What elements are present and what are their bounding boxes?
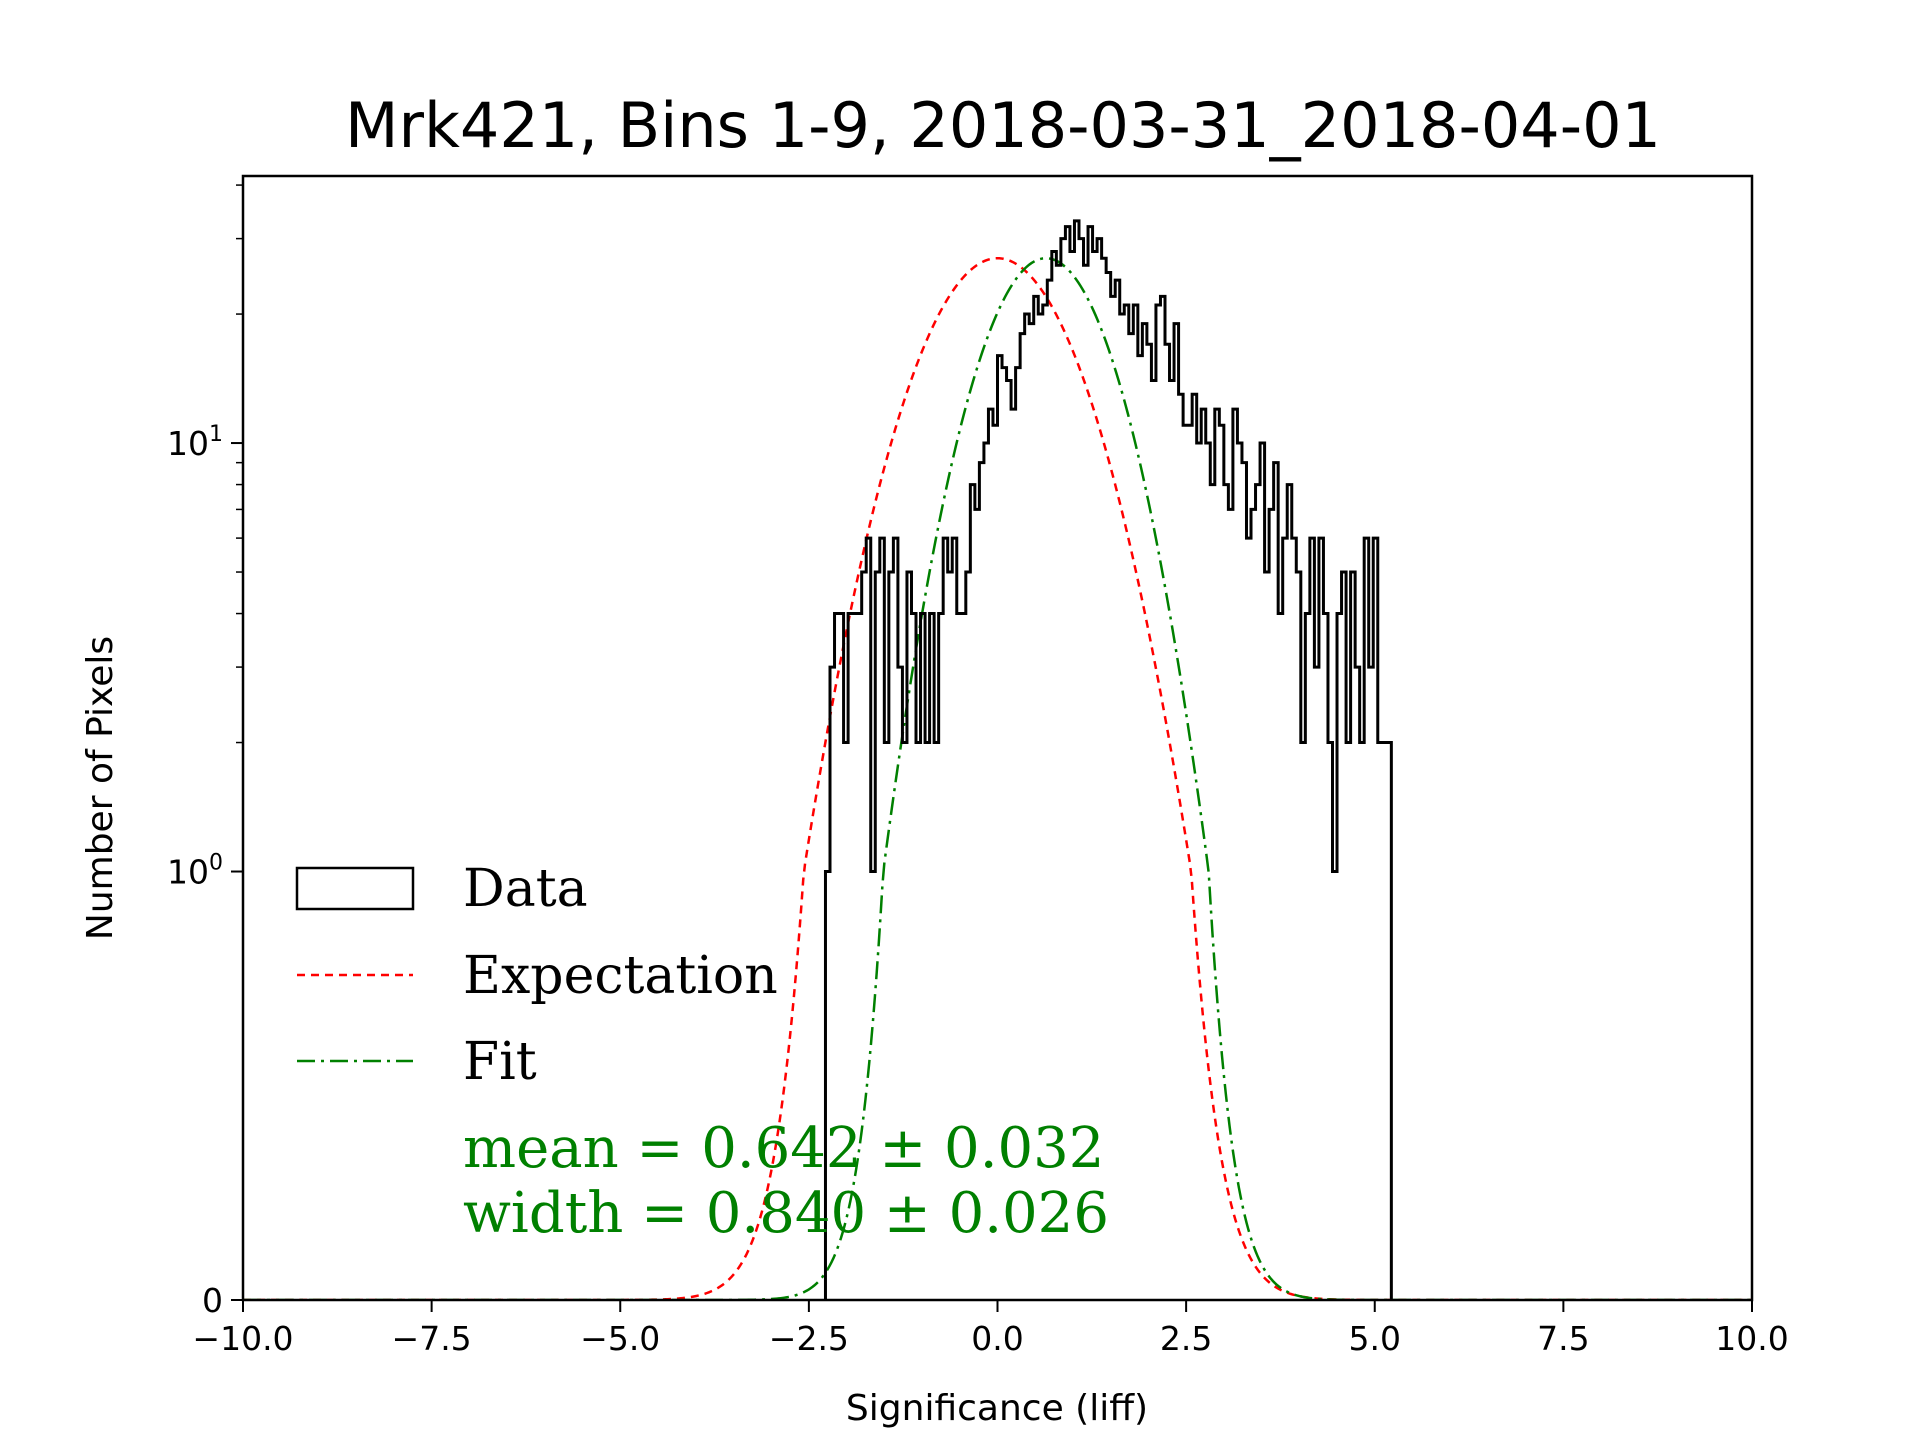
x-tick-label: 5.0 (1349, 1319, 1401, 1358)
x-tick-label: 2.5 (1160, 1319, 1212, 1358)
y-tick-label: 101 (167, 422, 223, 463)
x-tick-label: 0.0 (971, 1319, 1023, 1358)
y-tick-label: 0 (202, 1281, 223, 1320)
x-axis: −10.0 −7.5 −5.0 −2.5 0.0 2.5 5.0 7.5 10.0 (192, 1300, 1789, 1358)
fit-width-annotation: width = 0.840 ± 0.026 (463, 1181, 1109, 1246)
legend-label-expectation: Expectation (463, 946, 778, 1006)
x-tick-label: −5.0 (580, 1319, 660, 1358)
histogram-data-step (823, 219, 1393, 1300)
y-tick-label: 100 (167, 851, 223, 892)
x-axis-label: Significance (liff) (846, 1388, 1148, 1429)
x-tick-label: −7.5 (392, 1319, 472, 1358)
x-tick-label: −2.5 (769, 1319, 849, 1358)
legend: Data Expectation Fit (295, 859, 778, 1092)
curves-layer (243, 256, 1752, 1300)
histogram-layer (823, 219, 1393, 1300)
chart-title: Mrk421, Bins 1-9, 2018-03-31_2018-04-01 (345, 89, 1661, 162)
x-tick-label: −10.0 (192, 1319, 293, 1358)
x-tick-label: 10.0 (1715, 1319, 1788, 1358)
y-axis-label: Number of Pixels (80, 636, 121, 940)
legend-label-fit: Fit (463, 1032, 537, 1092)
x-tick-label: 7.5 (1537, 1319, 1589, 1358)
curve-expectation (243, 256, 1752, 1300)
legend-swatch-data (295, 866, 415, 911)
legend-label-data: Data (463, 859, 588, 919)
fit-mean-annotation: mean = 0.642 ± 0.032 (463, 1116, 1104, 1181)
y-axis: 0 100 101 (167, 184, 243, 1320)
